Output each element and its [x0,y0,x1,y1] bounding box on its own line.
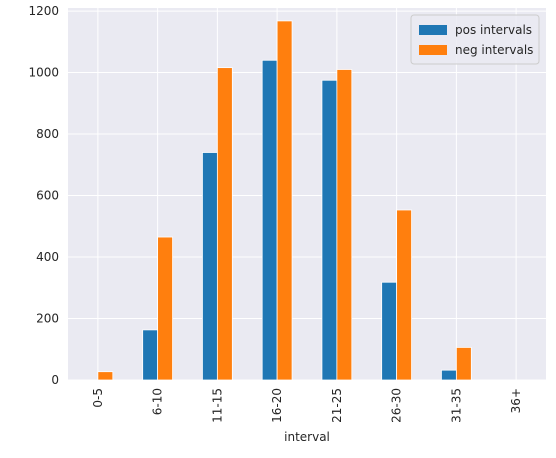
bar-neg-intervals-31-35 [455,347,472,381]
y-tick-labels: 0 200 400 600 800 1000 1200 [28,4,59,387]
y-tick-label: 200 [36,312,59,326]
x-tick-label: 36+ [509,388,523,413]
x-tick-label: 11-15 [210,388,224,423]
x-tick-label: 0-5 [91,388,105,408]
bar-pos-intervals-21-25 [321,79,338,381]
x-tick-label: 21-25 [330,388,344,423]
legend-swatch [419,45,447,55]
y-tick-label: 1000 [28,66,59,80]
bar-pos-intervals-31-35 [441,369,457,381]
plot-area [68,8,546,380]
legend-label: pos intervals [455,23,532,37]
legend: pos intervals neg intervals [410,14,540,65]
bar-neg-intervals-11-15 [216,67,233,381]
bar-neg-intervals-6-10 [157,236,173,381]
bar-neg-intervals-16-20 [276,20,293,381]
x-tick-label: 16-20 [270,388,284,423]
y-tick-label: 600 [36,189,59,203]
bar-neg-intervals-0-5 [97,371,114,381]
x-tick-label: 26-30 [390,388,404,423]
bar-pos-intervals-16-20 [261,59,278,381]
x-axis-label: interval [284,430,330,444]
y-tick-label: 400 [36,250,59,264]
legend-swatch [419,25,447,35]
legend-label: neg intervals [455,43,533,57]
y-tick-label: 0 [51,373,59,387]
bar-neg-intervals-26-30 [396,209,412,381]
bar-pos-intervals-6-10 [142,329,159,381]
x-tick-label: 31-35 [449,388,463,423]
x-tick-labels: 0-5 6-10 11-15 16-20 21-25 26-30 31-35 36+ [91,388,523,423]
x-tick-label: 6-10 [151,388,165,415]
y-tick-label: 1200 [28,4,59,18]
legend-items: pos intervals neg intervals [419,23,533,57]
bar-pos-intervals-11-15 [202,152,218,381]
bars [97,20,472,381]
bar-pos-intervals-26-30 [381,281,398,381]
bar-neg-intervals-21-25 [336,69,353,381]
y-tick-label: 800 [36,127,59,141]
